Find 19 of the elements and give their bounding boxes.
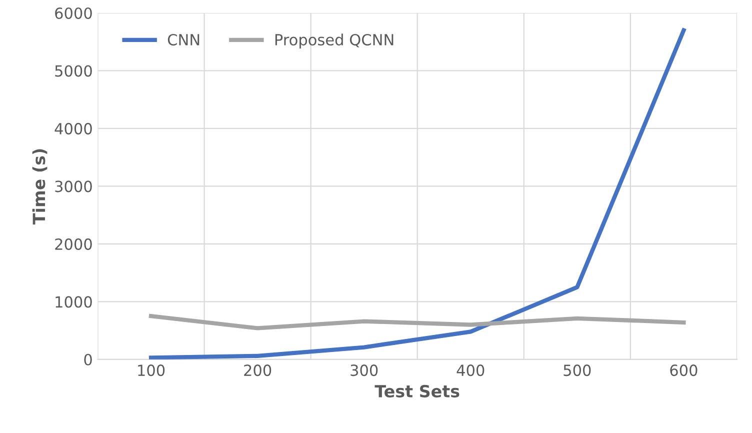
y-tick-label: 4000 xyxy=(54,122,92,134)
y-tick-label: 3000 xyxy=(55,180,92,192)
x-tick-label: 100 xyxy=(138,364,165,376)
x-tick-label: 500 xyxy=(564,364,591,376)
y-tick-label: 2000 xyxy=(55,238,92,250)
y-tick-label: 1000 xyxy=(56,296,92,308)
y-tick-label: 0 xyxy=(84,354,92,366)
x-tick-label: 600 xyxy=(670,364,698,376)
x-tick-label: 200 xyxy=(244,364,272,376)
legend-label: CNN xyxy=(168,34,200,46)
y-tick-label: 5000 xyxy=(55,65,92,77)
x-axis-title: Test Sets xyxy=(374,384,460,398)
x-tick-label: 300 xyxy=(350,364,378,376)
x-tick-label: 400 xyxy=(456,364,484,376)
line-series xyxy=(148,314,686,330)
line-series xyxy=(148,28,686,360)
y-tick-label: 6000 xyxy=(55,7,92,20)
y-axis-title: Time (s) xyxy=(32,149,48,224)
legend-label: Proposed QCNN xyxy=(275,34,394,48)
